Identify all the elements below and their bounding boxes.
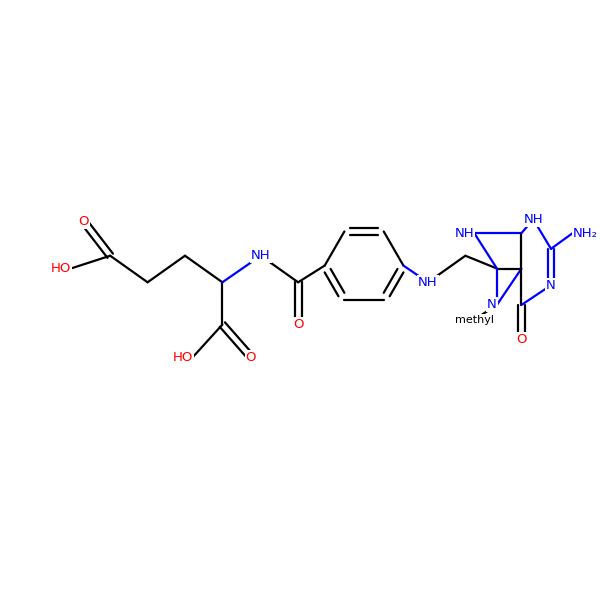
Text: HO: HO	[50, 262, 71, 275]
Text: NH: NH	[418, 276, 438, 289]
Text: O: O	[293, 318, 304, 331]
Text: N: N	[546, 279, 556, 292]
Text: methyl: methyl	[455, 314, 494, 325]
Text: HO: HO	[172, 350, 193, 364]
Text: O: O	[516, 333, 527, 346]
Text: N: N	[487, 298, 497, 311]
Text: NH₂: NH₂	[572, 227, 598, 239]
Text: NH: NH	[455, 227, 474, 239]
Text: NH: NH	[523, 213, 543, 226]
Text: NH: NH	[251, 249, 271, 262]
Text: O: O	[245, 350, 256, 364]
Text: O: O	[79, 215, 89, 228]
